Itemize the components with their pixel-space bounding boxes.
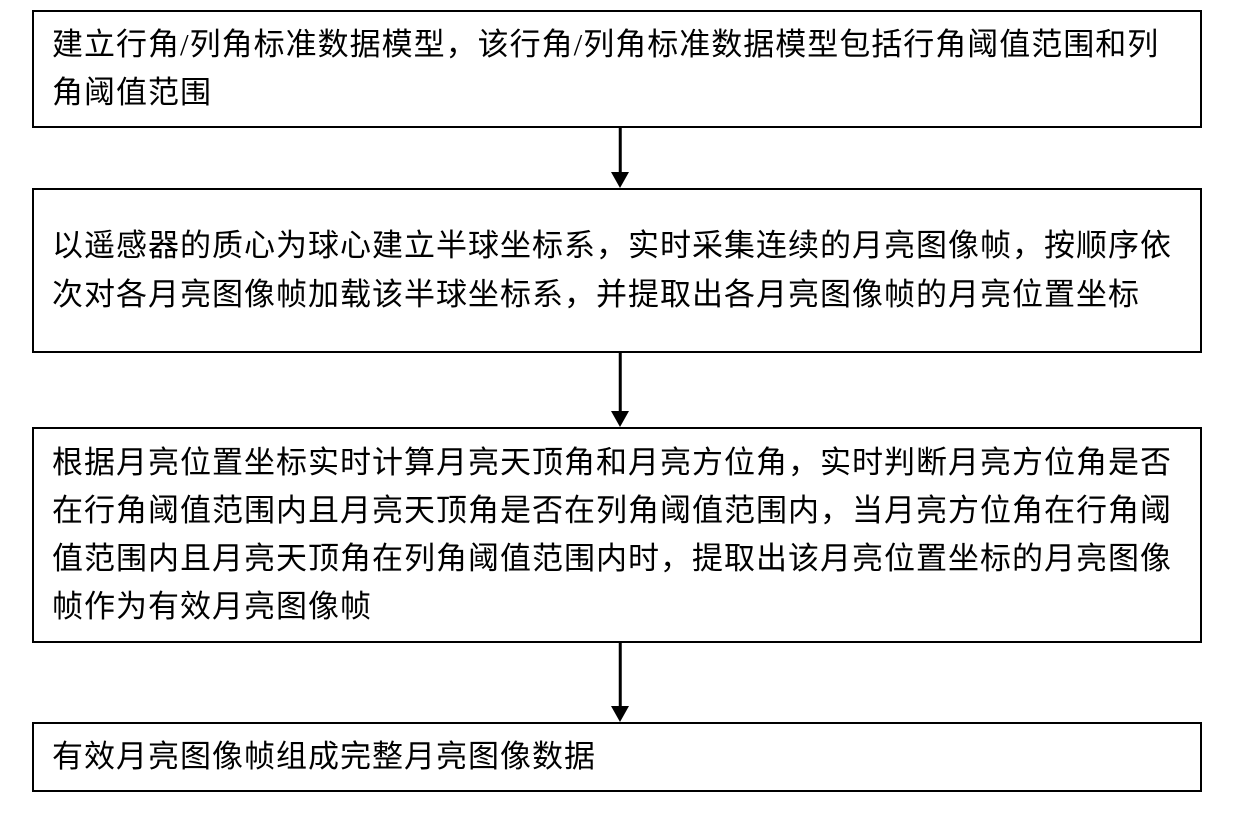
flow-step-3: 根据月亮位置坐标实时计算月亮天顶角和月亮方位角，实时判断月亮方位角是否在行角阈值… — [32, 427, 1202, 643]
flow-step-4: 有效月亮图像帧组成完整月亮图像数据 — [32, 722, 1202, 792]
flow-step-1-text: 建立行角/列角标准数据模型，该行角/列角标准数据模型包括行角阈值范围和列角阈值范… — [52, 21, 1182, 117]
flow-step-4-text: 有效月亮图像帧组成完整月亮图像数据 — [52, 733, 596, 781]
flow-step-2-text: 以遥感器的质心为球心建立半球坐标系，实时采集连续的月亮图像帧，按顺序依次对各月亮… — [52, 222, 1182, 318]
arrow-2 — [610, 353, 630, 427]
arrow-1 — [610, 128, 630, 188]
arrow-3 — [610, 643, 630, 722]
flow-step-2: 以遥感器的质心为球心建立半球坐标系，实时采集连续的月亮图像帧，按顺序依次对各月亮… — [32, 188, 1202, 353]
flow-step-1: 建立行角/列角标准数据模型，该行角/列角标准数据模型包括行角阈值范围和列角阈值范… — [32, 10, 1202, 128]
flow-step-3-text: 根据月亮位置坐标实时计算月亮天顶角和月亮方位角，实时判断月亮方位角是否在行角阈值… — [52, 439, 1182, 631]
flowchart-container: 建立行角/列角标准数据模型，该行角/列角标准数据模型包括行角阈值范围和列角阈值范… — [0, 0, 1240, 831]
